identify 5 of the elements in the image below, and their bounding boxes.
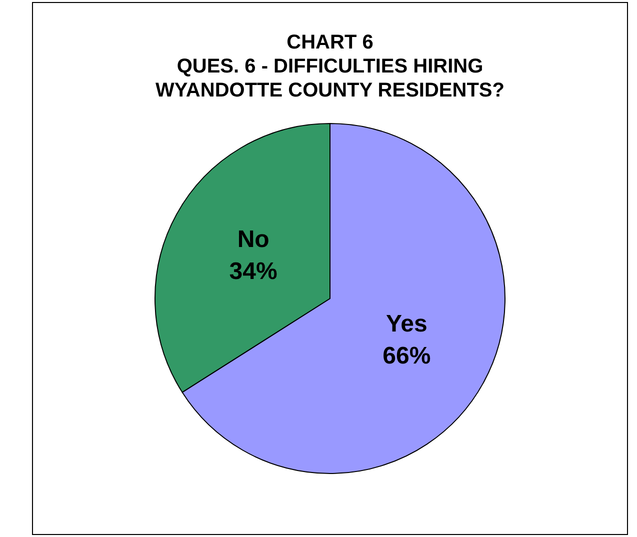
chart-title: CHART 6 QUES. 6 - DIFFICULTIES HIRING WYANDOTTE COUNTY RESIDENTS?: [156, 32, 504, 102]
data-label: 66%: [382, 342, 431, 370]
slice-label: Yes: [386, 310, 428, 338]
data-label: 34%: [229, 258, 278, 285]
slice-label: No: [237, 226, 270, 253]
